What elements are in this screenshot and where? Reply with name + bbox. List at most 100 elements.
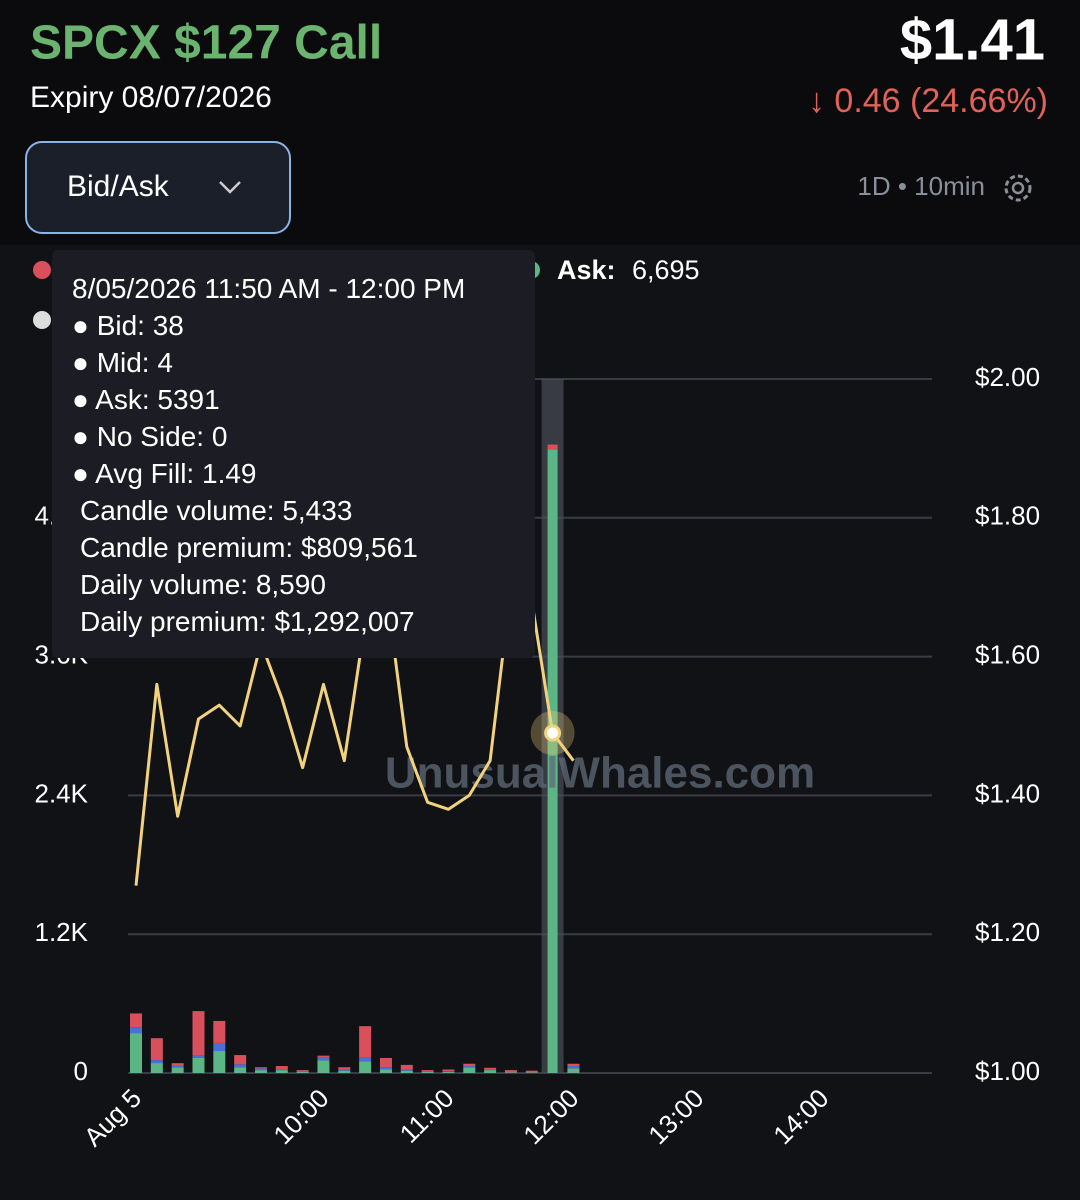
- bar-segment: [254, 1067, 267, 1069]
- bar-segment: [296, 1071, 309, 1073]
- price-change: ↓ 0.46 (24.66%): [808, 82, 1048, 120]
- bar-segment: [254, 1068, 267, 1071]
- bar-segment: [463, 1063, 476, 1067]
- bar-segment: [338, 1069, 351, 1071]
- legend-value: 6,695: [632, 255, 700, 285]
- bar-segment: [317, 1060, 330, 1073]
- bar-segment: [400, 1069, 413, 1071]
- bar-segment: [234, 1064, 247, 1068]
- tooltip: 8/05/2026 11:50 AM - 12:00 PM ● Bid: 38 ● …: [52, 250, 535, 658]
- price: $1.41: [900, 7, 1045, 72]
- bar-segment: [484, 1069, 497, 1071]
- y2-tick-label: $1.00: [975, 1056, 1040, 1086]
- bar-segment: [192, 1011, 205, 1056]
- bar-segment: [275, 1070, 288, 1073]
- bar-segment: [463, 1066, 476, 1068]
- tooltip-line: ● Bid: 38: [72, 310, 184, 341]
- bar-segment: [130, 1027, 142, 1034]
- settings-icon[interactable]: [1004, 174, 1032, 202]
- bar-segment: [150, 1038, 163, 1061]
- tooltip-line: 8/05/2026 11:50 AM - 12:00 PM: [72, 273, 466, 304]
- bar-segment: [442, 1071, 455, 1072]
- bar-segment: [359, 1026, 372, 1058]
- bar-segment: [484, 1070, 497, 1073]
- bar-segment: [484, 1067, 497, 1070]
- gear[interactable]: [1004, 174, 1032, 202]
- bar-segment: [275, 1066, 288, 1069]
- bar-segment: [171, 1067, 184, 1073]
- bar-segment: [379, 1057, 392, 1068]
- y-tick-label: 0: [74, 1056, 88, 1086]
- bar-segment: [150, 1060, 163, 1064]
- bar-segment: [171, 1063, 184, 1066]
- tooltip-line: ● Mid: 4: [72, 347, 173, 378]
- bar-segment: [338, 1070, 351, 1073]
- price-line: [134, 585, 575, 886]
- tooltip-line: Daily volume: 8,590: [80, 569, 326, 600]
- bar-segment: [130, 1013, 142, 1028]
- bar-segment: [421, 1070, 434, 1072]
- bar-segment: [547, 449, 558, 1073]
- expiry: Expiry 08/07/2026: [30, 81, 272, 114]
- y2-tick-label: $1.40: [975, 778, 1040, 808]
- bar-segment: [213, 1020, 226, 1043]
- y-tick-label: 2.4K: [35, 778, 89, 808]
- bar-segment: [442, 1069, 455, 1072]
- tooltip-line: Candle premium: $809,561: [80, 532, 418, 563]
- bar-segment: [567, 1066, 580, 1069]
- y2-tick-label: $2.00: [975, 362, 1040, 392]
- bar-segment: [504, 1072, 517, 1073]
- bar-segment: [254, 1070, 267, 1073]
- legend-dot: [33, 311, 51, 329]
- legend-dot: [33, 261, 51, 279]
- dropdown-label[interactable]: Bid/Ask: [67, 170, 170, 203]
- y-tick-label: 1.2K: [35, 917, 89, 947]
- y2-tick-label: $1.20: [975, 917, 1040, 947]
- bar-segment: [504, 1070, 517, 1073]
- bar-segment: [567, 1063, 580, 1067]
- hover-point: [544, 724, 562, 742]
- bar-segment: [192, 1055, 205, 1058]
- bar-segment: [171, 1065, 184, 1068]
- bar-segment: [463, 1067, 476, 1073]
- tooltip-line: ● Ask: 5391: [72, 384, 220, 415]
- y2-tick-label: $1.60: [975, 639, 1040, 669]
- bar-segment: [421, 1071, 434, 1073]
- bar-segment: [379, 1069, 392, 1073]
- bar-segment: [379, 1067, 392, 1070]
- bar-segment: [296, 1070, 309, 1072]
- bar-segment: [130, 1033, 142, 1073]
- bar-segment: [359, 1061, 372, 1073]
- tooltip-line: ● Avg Fill: 1.49: [72, 458, 257, 489]
- bar-segment: [317, 1057, 330, 1061]
- bar-segment: [442, 1071, 455, 1073]
- bar-segment: [234, 1067, 247, 1073]
- bar-segment: [400, 1070, 413, 1073]
- bar-segment: [547, 444, 558, 449]
- gear-center[interactable]: [1011, 181, 1025, 195]
- bar-segment: [567, 1068, 580, 1073]
- bar-segment: [525, 1070, 538, 1073]
- bar-segment: [150, 1063, 163, 1073]
- timeframe[interactable]: 1D • 10min: [857, 171, 985, 201]
- legend-label: Ask:: [557, 255, 616, 285]
- bar-segment: [525, 1072, 538, 1073]
- bar-segment: [234, 1055, 247, 1065]
- tooltip-line: Candle volume: 5,433: [80, 495, 353, 526]
- bar-segment: [213, 1042, 226, 1052]
- dropdown[interactable]: [25, 141, 291, 234]
- watermark: UnusualWhales.com: [385, 749, 815, 798]
- tooltip-line: Daily premium: $1,292,007: [80, 606, 415, 637]
- bar-segment: [338, 1067, 351, 1070]
- tooltip-line: ● No Side: 0: [72, 421, 228, 452]
- bar-segment: [400, 1064, 413, 1070]
- chevron[interactable]: [219, 181, 241, 194]
- bar-segment: [213, 1051, 226, 1073]
- bar-segment: [275, 1068, 288, 1071]
- y2-tick-label: $1.80: [975, 501, 1040, 531]
- title: SPCX $127 Call: [30, 17, 382, 70]
- bar-segment: [192, 1057, 205, 1073]
- bar-segment: [317, 1055, 330, 1058]
